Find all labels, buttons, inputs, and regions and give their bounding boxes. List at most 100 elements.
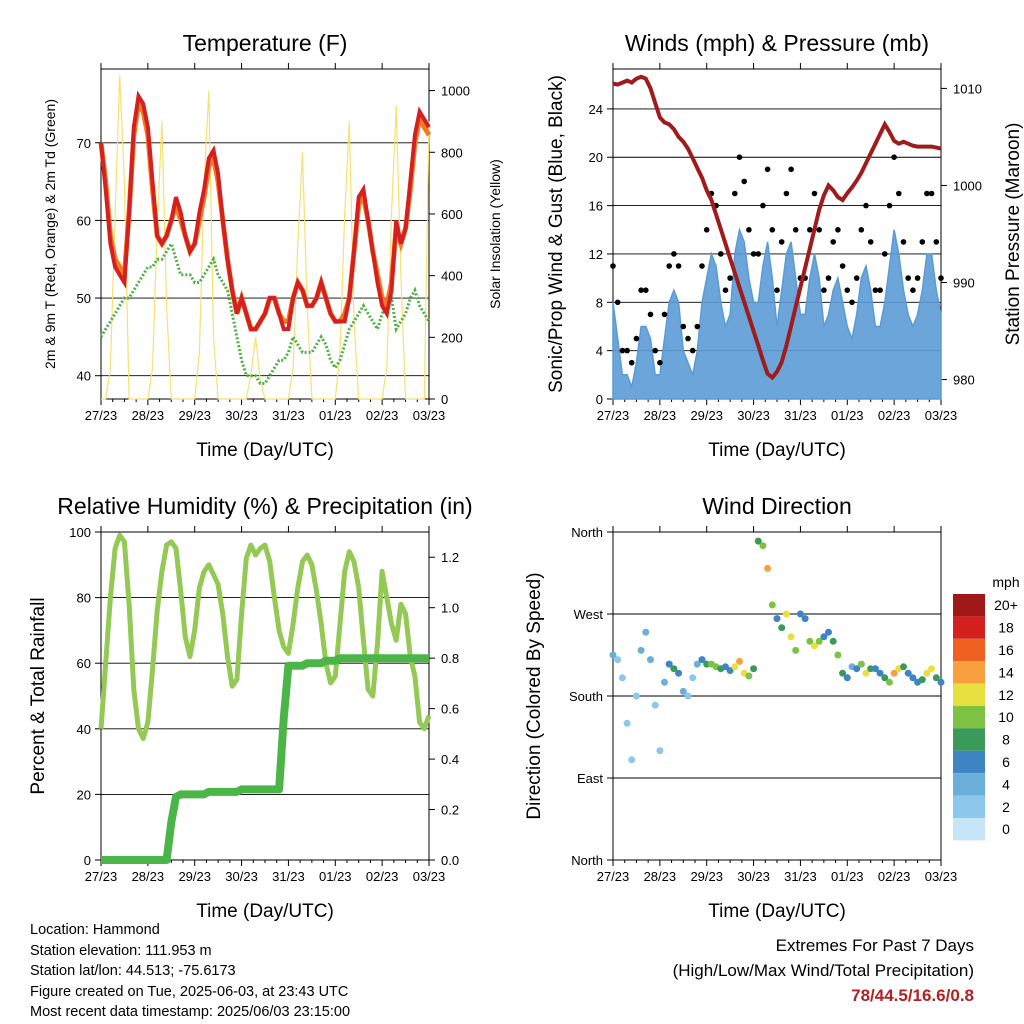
gust-point [755, 251, 762, 257]
gust-point [736, 154, 743, 160]
y-axis-label-left: 2m & 9m T (Red, Orange) & 2m Td (Green) [42, 99, 58, 369]
x-tick-label: 03/23 [925, 869, 958, 884]
y-tick-label: 50 [77, 291, 91, 306]
panel-title: Temperature (F) [183, 30, 348, 56]
x-tick-label: 01/23 [831, 869, 864, 884]
y-right-tick-label: 600 [441, 207, 463, 222]
direction-point [876, 669, 884, 677]
x-axis-label: Time (Day/UTC) [196, 901, 334, 922]
y-tick-label: 80 [77, 591, 91, 606]
direction-point [675, 669, 683, 677]
gust-point [910, 287, 916, 294]
y-right-tick-label: 1000 [441, 84, 470, 99]
gust-point [614, 299, 621, 306]
gust-point [643, 287, 649, 294]
gust-point [633, 335, 640, 342]
gust-point [778, 239, 785, 245]
y-right-tick-label: 800 [441, 145, 463, 160]
direction-point [918, 676, 926, 684]
direction-point [853, 665, 861, 673]
x-axis-label: Time (Day/UTC) [196, 440, 334, 461]
gust-point [647, 311, 654, 318]
direction-point [632, 692, 640, 700]
colorbar-label: 14 [998, 664, 1014, 680]
y-right-tick-label: 0 [441, 392, 448, 407]
colorbar-label: 20+ [994, 597, 1018, 613]
y-axis-label-right: Solar Insolation (Yellow) [487, 159, 503, 309]
colorbar-swatch [953, 661, 985, 684]
gust-point [727, 275, 733, 281]
direction-point [811, 642, 818, 650]
direction-point [825, 628, 832, 636]
gust-point [666, 263, 672, 269]
series-dewpoint [99, 240, 431, 385]
x-tick-label: 02/23 [366, 408, 399, 423]
direction-point [773, 615, 781, 623]
y-tick-label: 100 [69, 525, 91, 540]
x-tick-label: 03/23 [413, 869, 446, 884]
y-tick-label: 40 [77, 722, 91, 737]
colorbar-swatch [953, 750, 985, 774]
series-temp-2m [99, 90, 431, 332]
y-tick-label: 0 [84, 853, 91, 868]
gust-point [760, 202, 766, 209]
y-tick-label: North [571, 525, 603, 540]
panel-title: Winds (mph) & Pressure (mb) [625, 30, 929, 56]
direction-point [881, 674, 889, 682]
y-tick-label: 24 [589, 102, 603, 117]
direction-point [745, 672, 753, 680]
y-right-tick-label: 0.4 [441, 752, 459, 767]
direction-point [759, 542, 767, 550]
direction-point [815, 637, 823, 645]
gust-point [924, 190, 930, 197]
gust-point [657, 359, 663, 366]
y-tick-label: East [577, 771, 603, 786]
direction-point [642, 628, 650, 636]
gust-point [652, 347, 658, 354]
direction-point [829, 637, 837, 645]
direction-point [890, 669, 898, 677]
gust-point [900, 239, 907, 245]
direction-point [871, 665, 879, 673]
colorbar-label: 18 [998, 620, 1014, 636]
x-tick-label: 29/23 [178, 408, 211, 423]
gust-point [863, 202, 869, 209]
gust-point [891, 154, 897, 160]
y-tick-label: 12 [589, 247, 603, 262]
direction-point [900, 663, 907, 671]
gust-point [877, 287, 883, 294]
direction-point [736, 657, 743, 665]
direction-point [754, 537, 762, 545]
gust-point [844, 287, 851, 294]
station-elevation: Station elevation: 111.953 m [30, 942, 212, 959]
gust-point [839, 263, 846, 269]
direction-point [904, 669, 912, 677]
series-wind-area [612, 227, 942, 400]
y-tick-label: 16 [589, 199, 603, 214]
gust-point [769, 227, 776, 233]
x-tick-label: 28/23 [644, 408, 677, 423]
panel-title: Relative Humidity (%) & Precipitation (i… [57, 493, 472, 519]
gust-point [671, 251, 677, 257]
gust-point [628, 359, 635, 366]
gust-point [867, 239, 874, 245]
station-location: Location: Hammond [30, 922, 160, 938]
x-tick-label: 02/23 [878, 408, 911, 423]
panel-title: Wind Direction [702, 493, 852, 519]
direction-point [693, 660, 701, 668]
gust-point [792, 227, 799, 233]
winds-pressure-panel: 27/23 28/23 29/23 30/23 31/23 01/23 02/23 03/23… [546, 30, 1024, 461]
direction-point [834, 651, 842, 659]
y-right-tick-label: 1010 [953, 81, 982, 96]
gust-point [914, 275, 921, 281]
plot-frame [100, 68, 430, 400]
colorbar-swatch [953, 818, 985, 841]
direction-point [731, 663, 739, 671]
y-right-tick-label: 0.2 [441, 803, 459, 818]
direction-point [843, 674, 851, 682]
x-tick-label: 28/23 [132, 869, 165, 884]
x-tick-label: 30/23 [225, 408, 258, 423]
gust-point [886, 202, 893, 209]
y-right-tick-label: 1.0 [441, 601, 459, 616]
series-solar [101, 75, 430, 400]
